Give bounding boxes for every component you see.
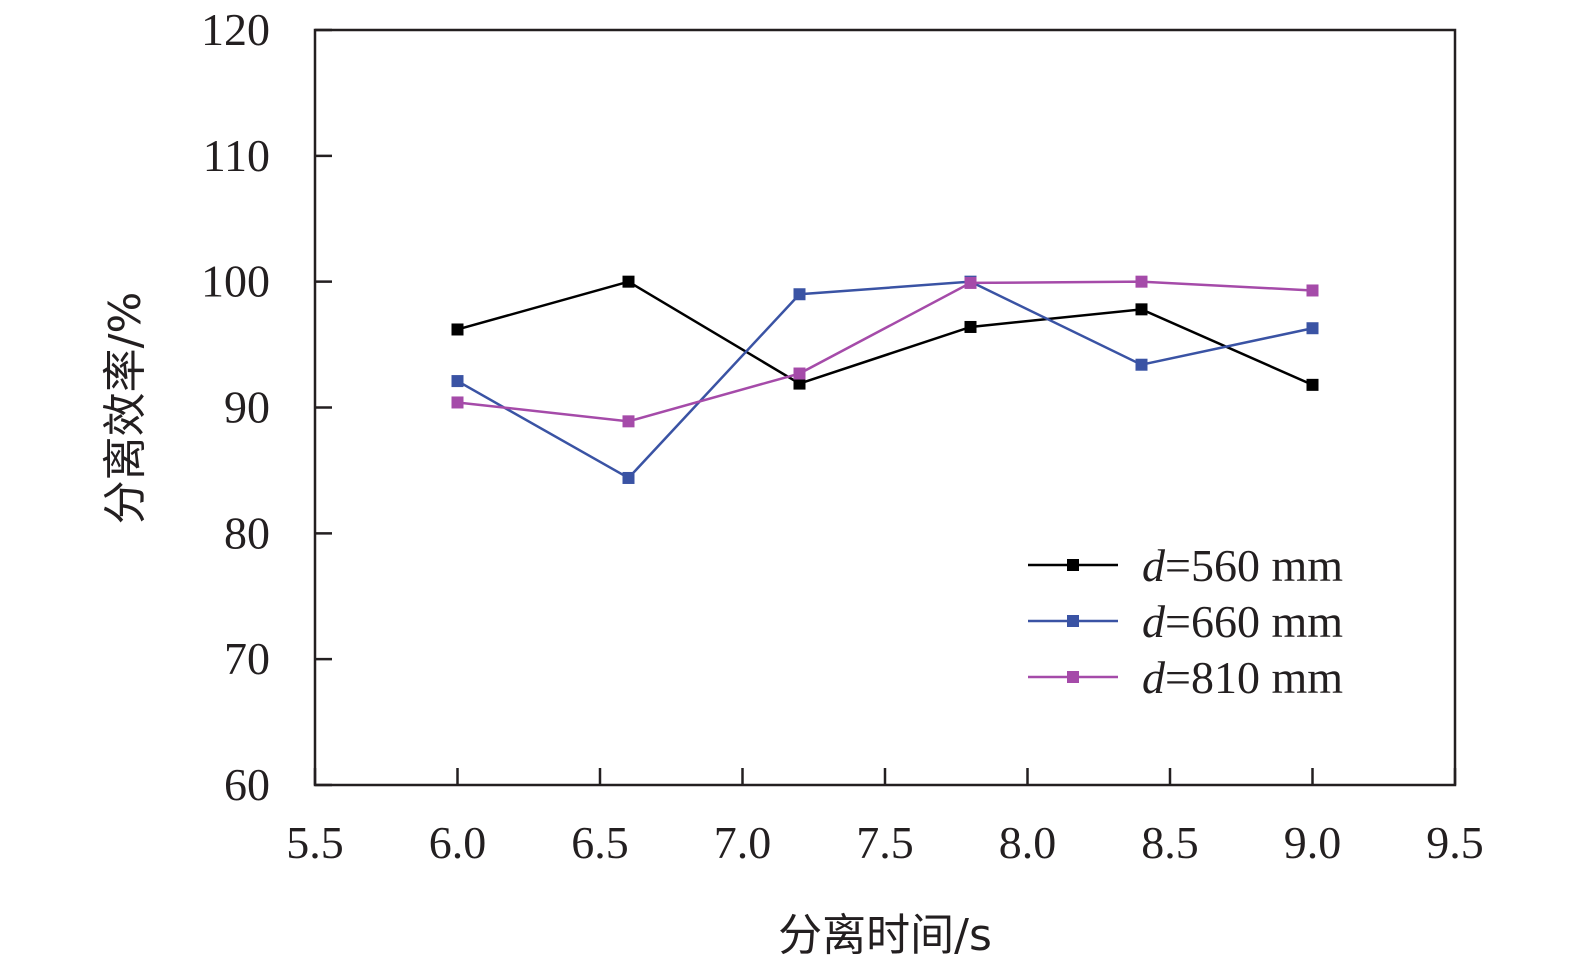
y-tick-label: 100 — [201, 256, 270, 307]
data-point — [1306, 378, 1319, 391]
data-point — [622, 275, 635, 288]
data-point — [622, 415, 635, 428]
y-tick-label: 70 — [224, 633, 270, 684]
x-tick-label: 7.5 — [856, 817, 914, 868]
data-point — [1306, 322, 1319, 335]
y-tick-label: 110 — [203, 130, 270, 181]
legend-label-variable: d — [1142, 652, 1166, 703]
legend-label-variable: d — [1142, 540, 1166, 591]
legend: d=560 mmd=660 mmd=810 mm — [1028, 540, 1343, 703]
x-tick-label: 8.5 — [1141, 817, 1199, 868]
data-point — [793, 367, 806, 380]
legend-label: d=560 mm — [1142, 540, 1343, 591]
data-point — [451, 396, 464, 409]
data-point — [451, 323, 464, 336]
data-point — [451, 375, 464, 388]
x-tick-label: 5.5 — [286, 817, 344, 868]
legend-label-value: =660 mm — [1165, 596, 1343, 647]
y-tick-label: 60 — [224, 759, 270, 810]
y-axis-ticks: 60 70 80 90 100 110 120 — [201, 4, 332, 810]
data-point — [1306, 284, 1319, 297]
x-axis-title: 分离时间/s — [778, 910, 992, 961]
legend-marker — [1067, 615, 1079, 627]
x-tick-label: 9.5 — [1426, 817, 1484, 868]
data-point — [1135, 358, 1148, 371]
x-tick-label: 9.0 — [1284, 817, 1342, 868]
data-point — [622, 471, 635, 484]
x-tick-label: 6.5 — [571, 817, 629, 868]
series-3 — [451, 275, 1319, 428]
series-1 — [451, 275, 1319, 391]
x-tick-label: 6.0 — [429, 817, 487, 868]
data-point — [1135, 303, 1148, 316]
legend-label: d=810 mm — [1142, 652, 1343, 703]
y-tick-label: 120 — [201, 4, 270, 55]
data-point — [964, 320, 977, 333]
data-point — [793, 288, 806, 301]
legend-marker — [1067, 671, 1079, 683]
legend-marker — [1067, 559, 1079, 571]
series-line — [456, 280, 1313, 480]
legend-item: d=660 mm — [1028, 596, 1343, 647]
x-axis-ticks: 5.5 6.0 6.5 7.0 7.5 8.0 8.5 9.0 9.5 — [286, 768, 1484, 868]
legend-label: d=660 mm — [1142, 596, 1343, 647]
y-axis-title: 分离效率/% — [100, 292, 151, 525]
x-tick-label: 8.0 — [999, 817, 1057, 868]
x-tick-label: 7.0 — [714, 817, 772, 868]
legend-item: d=810 mm — [1028, 652, 1343, 703]
legend-label-value: =560 mm — [1165, 540, 1343, 591]
data-point — [1135, 275, 1148, 288]
y-tick-label: 80 — [224, 507, 270, 558]
data-point — [793, 377, 806, 390]
legend-item: d=560 mm — [1028, 540, 1343, 591]
series-layer — [451, 275, 1319, 484]
data-point — [964, 276, 977, 289]
series-line — [457, 280, 1314, 386]
y-tick-label: 90 — [224, 382, 270, 433]
series-2 — [451, 275, 1319, 484]
series-line — [457, 280, 1313, 423]
legend-label-variable: d — [1142, 596, 1166, 647]
legend-label-value: =810 mm — [1165, 652, 1343, 703]
